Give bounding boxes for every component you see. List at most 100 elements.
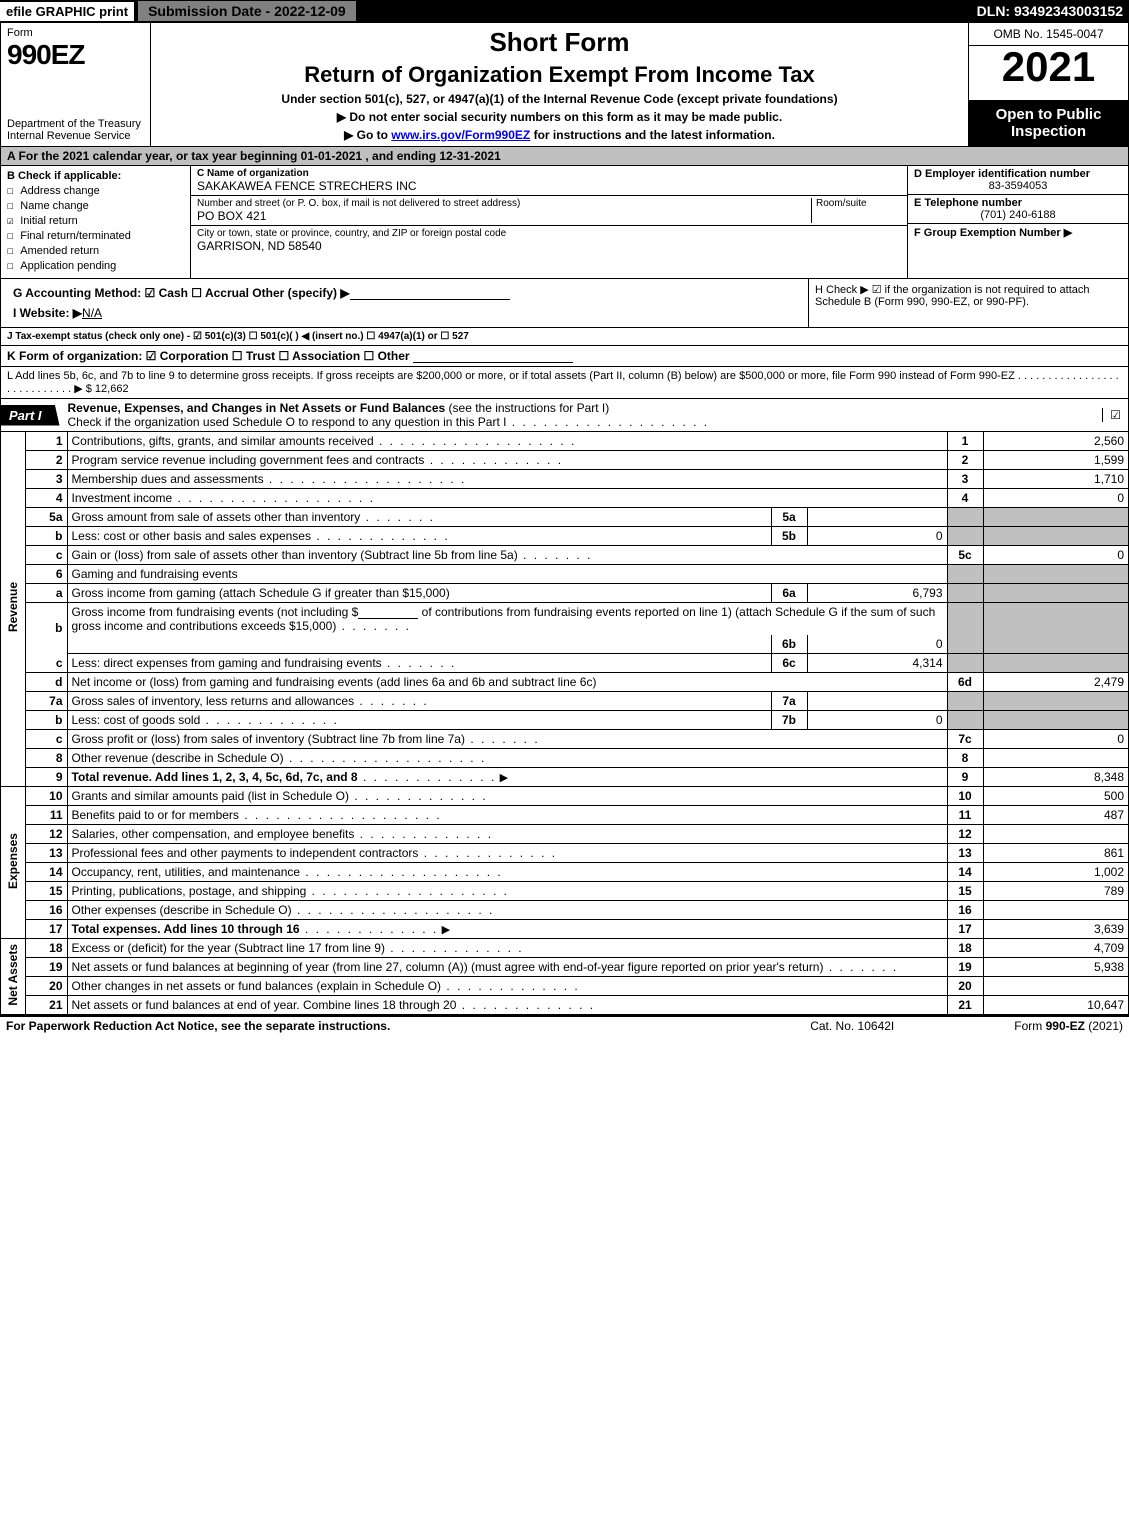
line-g-accounting: G Accounting Method: ☑ Cash ☐ Accrual Ot…	[7, 283, 802, 303]
footer-form-ref: Form 990-EZ (2021)	[1014, 1019, 1123, 1033]
line-5a: 5a Gross amount from sale of assets othe…	[1, 508, 1128, 527]
section-b-c-def: B Check if applicable: ☐ Address change …	[1, 166, 1128, 279]
header-center: Short Form Return of Organization Exempt…	[151, 23, 968, 146]
line-14: 14 Occupancy, rent, utilities, and maint…	[1, 863, 1128, 882]
line-11: 11 Benefits paid to or for members 11487	[1, 806, 1128, 825]
short-form-title: Short Form	[161, 27, 958, 58]
website-value: N/A	[82, 306, 102, 320]
part-1-tab: Part I	[1, 405, 60, 426]
line-17: 17 Total expenses. Add lines 10 through …	[1, 920, 1128, 939]
row-a-tax-year: A For the 2021 calendar year, or tax yea…	[1, 147, 1128, 166]
goto-pre: ▶ Go to	[344, 128, 391, 142]
c-street-block: Number and street (or P. O. box, if mail…	[191, 196, 907, 226]
page-footer: For Paperwork Reduction Act Notice, see …	[0, 1016, 1129, 1035]
line-10: Expenses 10 Grants and similar amounts p…	[1, 787, 1128, 806]
line-13: 13 Professional fees and other payments …	[1, 844, 1128, 863]
netassets-vert-label: Net Assets	[1, 939, 25, 1015]
other-specify-blank[interactable]	[350, 288, 510, 300]
city-value: GARRISON, ND 58540	[197, 239, 901, 253]
line-j-tax-exempt: J Tax-exempt status (check only one) - ☑…	[1, 328, 1128, 346]
line-12: 12 Salaries, other compensation, and emp…	[1, 825, 1128, 844]
department-label: Department of the Treasury Internal Reve…	[7, 118, 144, 142]
c-city-label: City or town, state or province, country…	[197, 228, 901, 239]
expenses-vert-label: Expenses	[1, 787, 25, 939]
chk-application-pending[interactable]: ☐ Application pending	[7, 259, 184, 272]
irs-link[interactable]: www.irs.gov/Form990EZ	[391, 128, 530, 142]
line-4: 4 Investment income 40	[1, 489, 1128, 508]
row-g-h: G Accounting Method: ☑ Cash ☐ Accrual Ot…	[1, 279, 1128, 328]
efile-label: efile GRAPHIC print	[0, 2, 134, 21]
line-7a: 7a Gross sales of inventory, less return…	[1, 692, 1128, 711]
form-header: Form 990EZ Department of the Treasury In…	[1, 23, 1128, 147]
line-6b-text: b Gross income from fundraising events (…	[1, 603, 1128, 636]
line-21: 21 Net assets or fund balances at end of…	[1, 996, 1128, 1015]
line-1: Revenue 1 Contributions, gifts, grants, …	[1, 432, 1128, 451]
chk-amended-return[interactable]: ☐ Amended return	[7, 244, 184, 257]
line-18: Net Assets 18 Excess or (deficit) for th…	[1, 939, 1128, 958]
line-5b: b Less: cost or other basis and sales ex…	[1, 527, 1128, 546]
header-left: Form 990EZ Department of the Treasury In…	[1, 23, 151, 146]
line-6c: c Less: direct expenses from gaming and …	[1, 654, 1128, 673]
form-body: Form 990EZ Department of the Treasury In…	[0, 22, 1129, 1016]
chk-name-change[interactable]: ☐ Name change	[7, 199, 184, 212]
header-right: OMB No. 1545-0047 2021 Open to Public In…	[968, 23, 1128, 146]
column-b-checkboxes: B Check if applicable: ☐ Address change …	[1, 166, 191, 278]
column-c: C Name of organization SAKAKAWEA FENCE S…	[191, 166, 908, 278]
form-word: Form	[7, 27, 144, 39]
line-5c: c Gain or (loss) from sale of assets oth…	[1, 546, 1128, 565]
footer-paperwork: For Paperwork Reduction Act Notice, see …	[6, 1019, 390, 1033]
line-7c: c Gross profit or (loss) from sales of i…	[1, 730, 1128, 749]
line-i-website: I Website: ▶N/A	[7, 303, 802, 323]
street-value: PO BOX 421	[197, 209, 811, 223]
line-k-form-org: K Form of organization: ☑ Corporation ☐ …	[1, 346, 1128, 367]
line-7b: b Less: cost of goods sold 7b0	[1, 711, 1128, 730]
return-title: Return of Organization Exempt From Incom…	[161, 62, 958, 88]
e-phone: E Telephone number (701) 240-6188	[908, 195, 1128, 224]
no-ssn-text: ▶ Do not enter social security numbers o…	[161, 110, 958, 124]
top-bar: efile GRAPHIC print Submission Date - 20…	[0, 0, 1129, 22]
under-section-text: Under section 501(c), 527, or 4947(a)(1)…	[161, 92, 958, 106]
line-8: 8 Other revenue (describe in Schedule O)…	[1, 749, 1128, 768]
column-def: D Employer identification number 83-3594…	[908, 166, 1128, 278]
chk-initial-return[interactable]: ☑ Initial return	[7, 214, 184, 227]
line-15: 15 Printing, publications, postage, and …	[1, 882, 1128, 901]
col-h-schedule-b: H Check ▶ ☑ if the organization is not r…	[808, 279, 1128, 327]
line-l-gross-receipts: L Add lines 5b, 6c, and 7b to line 9 to …	[1, 367, 1128, 399]
line-20: 20 Other changes in net assets or fund b…	[1, 977, 1128, 996]
footer-cat-no: Cat. No. 10642I	[810, 1019, 894, 1033]
line-3: 3 Membership dues and assessments 31,710	[1, 470, 1128, 489]
line-6: 6 Gaming and fundraising events	[1, 565, 1128, 584]
line-2: 2 Program service revenue including gove…	[1, 451, 1128, 470]
line-6a: a Gross income from gaming (attach Sched…	[1, 584, 1128, 603]
line-16: 16 Other expenses (describe in Schedule …	[1, 901, 1128, 920]
col-g-i: G Accounting Method: ☑ Cash ☐ Accrual Ot…	[1, 279, 808, 327]
part-1-schedule-o-check[interactable]: ☑	[1102, 408, 1128, 422]
other-org-blank[interactable]	[413, 351, 573, 363]
revenue-vert-label: Revenue	[1, 432, 25, 787]
org-name: SAKAKAWEA FENCE STRECHERS INC	[197, 179, 901, 193]
f-group-exemption: F Group Exemption Number ▶	[908, 224, 1128, 241]
chk-address-change[interactable]: ☐ Address change	[7, 184, 184, 197]
part-1-table: Revenue 1 Contributions, gifts, grants, …	[1, 432, 1128, 1015]
open-to-public: Open to Public Inspection	[969, 100, 1128, 146]
b-title: B Check if applicable:	[7, 170, 184, 182]
room-suite-label: Room/suite	[811, 198, 901, 223]
line-6d: d Net income or (loss) from gaming and f…	[1, 673, 1128, 692]
c-street-label: Number and street (or P. O. box, if mail…	[197, 198, 811, 209]
dln-label: DLN: 93492343003152	[977, 3, 1129, 19]
part-1-header: Part I Revenue, Expenses, and Changes in…	[1, 399, 1128, 432]
column-c-def: C Name of organization SAKAKAWEA FENCE S…	[191, 166, 1128, 278]
c-city-block: City or town, state or province, country…	[191, 226, 907, 255]
submission-date: Submission Date - 2022-12-09	[138, 1, 356, 21]
goto-line: ▶ Go to www.irs.gov/Form990EZ for instru…	[161, 128, 958, 142]
line-19: 19 Net assets or fund balances at beginn…	[1, 958, 1128, 977]
d-ein: D Employer identification number 83-3594…	[908, 166, 1128, 195]
fundraising-blank[interactable]	[358, 607, 418, 619]
form-number: 990EZ	[7, 39, 144, 71]
c-name-label: C Name of organization	[197, 168, 309, 179]
c-name-block: C Name of organization SAKAKAWEA FENCE S…	[191, 166, 907, 196]
tax-year: 2021	[969, 46, 1128, 88]
line-9: 9 Total revenue. Add lines 1, 2, 3, 4, 5…	[1, 768, 1128, 787]
chk-final-return[interactable]: ☐ Final return/terminated	[7, 229, 184, 242]
goto-post: for instructions and the latest informat…	[530, 128, 775, 142]
